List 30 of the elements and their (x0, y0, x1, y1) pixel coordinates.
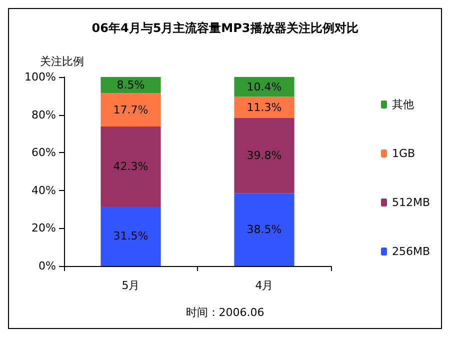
y-tick-label: 100% (24, 70, 56, 84)
x-tick-label: 5月 (122, 279, 140, 292)
data-label: 17.7% (113, 103, 148, 116)
data-label: 39.8% (246, 149, 282, 162)
bar (234, 77, 294, 97)
y-tick-label: 0% (38, 260, 56, 272)
y-tick-label: 80% (32, 108, 56, 122)
data-label: 38.5% (246, 223, 282, 236)
bar (234, 96, 294, 118)
bar (100, 93, 161, 127)
y-axis-title: 关注比例 (40, 55, 84, 68)
bar (234, 193, 294, 266)
x-tick-label: 4月 (255, 279, 274, 292)
data-label: 10.4% (246, 80, 282, 94)
y-tick-label: 60% (32, 146, 56, 160)
legend-label: 512MB (392, 196, 430, 209)
data-label: 11.3% (246, 100, 282, 114)
text: 时间：2006.06 (186, 306, 264, 319)
chart-title: 06年4月与5月主流容量MP3播放器关注比例对比 (92, 21, 358, 35)
y-tick-label: 20% (32, 222, 56, 235)
legend-label: 256MB (392, 245, 430, 258)
y-tick-label: 40% (32, 184, 56, 197)
data-label: 31.5% (113, 230, 148, 243)
bar (234, 118, 294, 194)
data-label: 8.5% (116, 78, 145, 92)
data-label: 42.3% (113, 160, 148, 173)
legend-label: 1GB (392, 147, 416, 160)
bar (100, 126, 161, 206)
legend-label: 其他 (392, 98, 414, 111)
bar (100, 206, 161, 266)
